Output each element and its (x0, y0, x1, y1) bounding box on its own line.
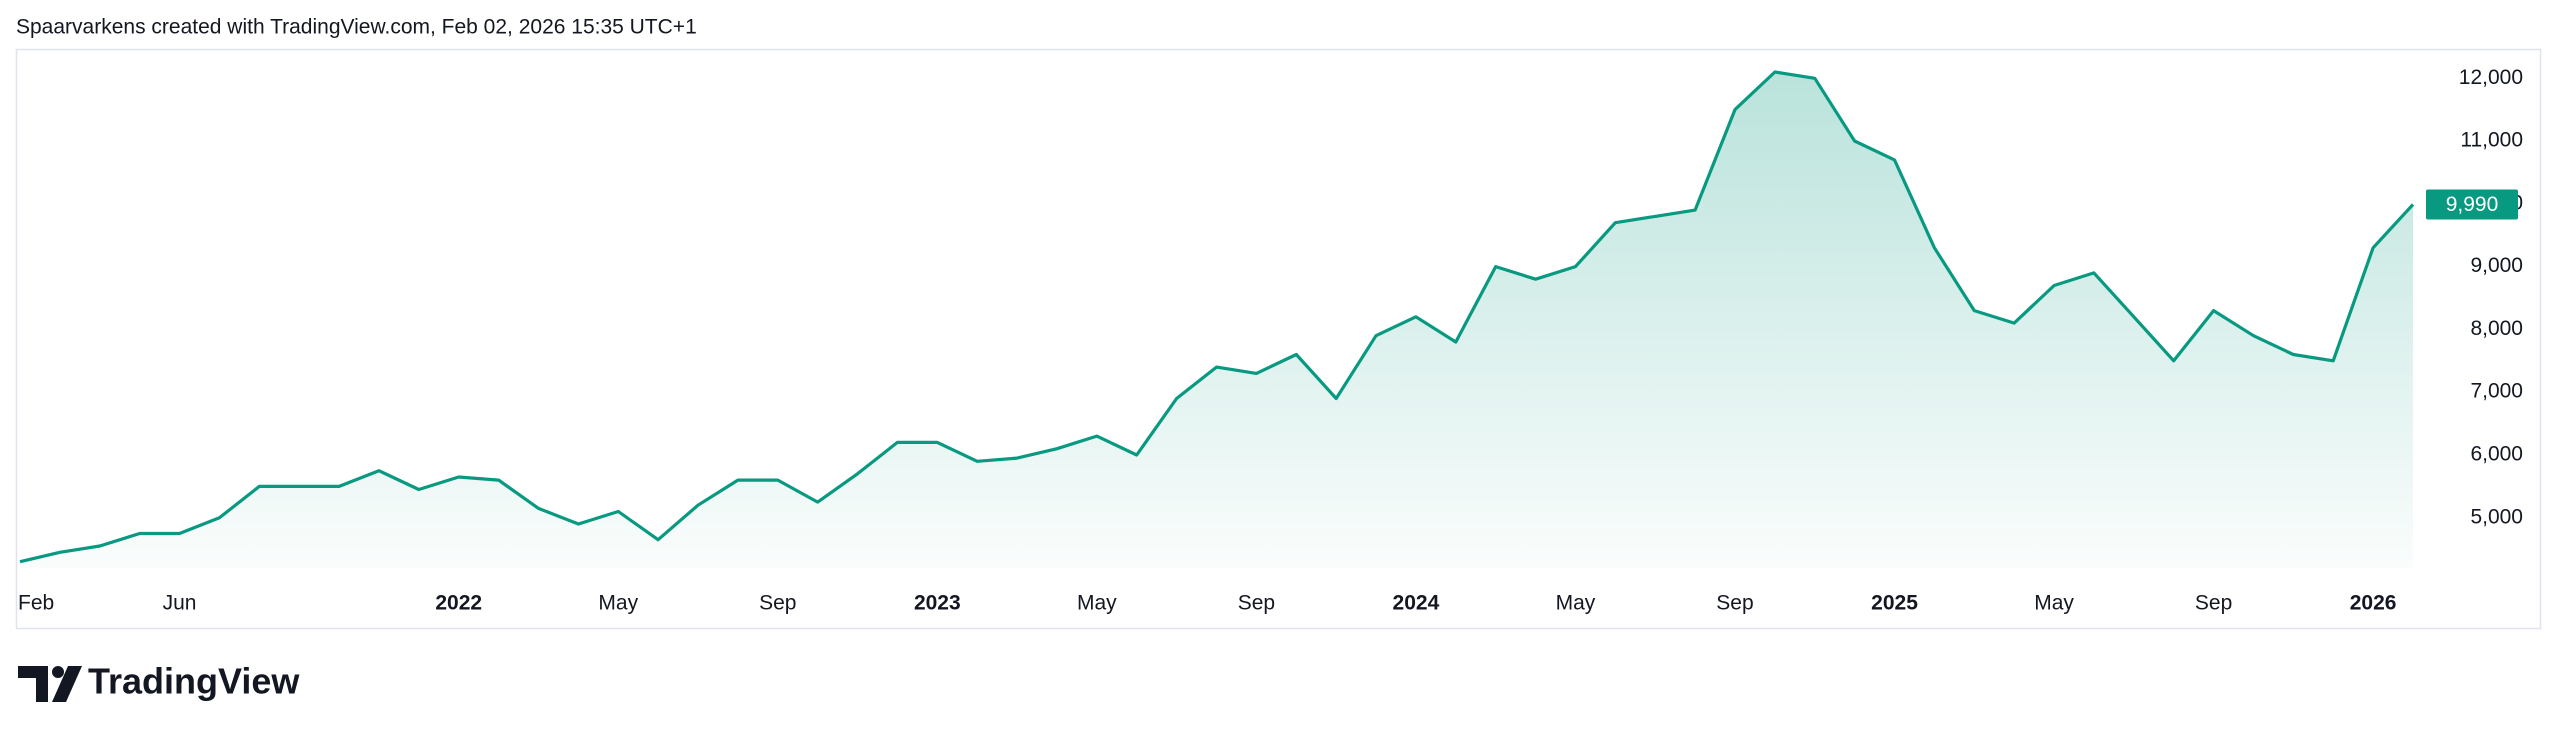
header-title: Spaarvarkens created with TradingView.co… (16, 16, 697, 39)
last-price-badge (2426, 189, 2518, 220)
x-tick-label: Jun (163, 592, 197, 615)
logo-icon (52, 666, 64, 678)
area-fill (20, 72, 2413, 568)
y-tick-label: 11,000 (2460, 129, 2523, 152)
x-tick-label: 2025 (1871, 592, 1918, 615)
y-tick-label: 12,000 (2459, 66, 2523, 89)
logo-icon (18, 666, 48, 702)
x-tick-label: May (1077, 592, 1117, 615)
x-tick-label: Sep (1716, 592, 1753, 615)
y-tick-label: 6,000 (2470, 443, 2523, 466)
x-tick-label: 2022 (435, 592, 482, 615)
logo-icon (52, 666, 82, 702)
x-tick-label: 2024 (1393, 592, 1440, 615)
x-tick-label: 2026 (2350, 592, 2397, 615)
x-tick-label: Sep (759, 592, 796, 615)
x-tick-label: 2023 (914, 592, 961, 615)
y-tick-label: 5,000 (2470, 505, 2523, 528)
y-tick-label: 7,000 (2470, 380, 2523, 403)
price-line (19, 70, 2415, 564)
x-tick-label: May (2034, 592, 2074, 615)
y-tick-label: 9,000 (2470, 254, 2523, 277)
x-tick-label: May (1556, 592, 1596, 615)
last-price-label: 9,990 (2446, 193, 2499, 216)
x-tick-label: Sep (2195, 592, 2232, 615)
plot: 5,0006,0007,0008,0009,00010,00011,00012,… (18, 66, 2523, 615)
x-tick-label: May (598, 592, 638, 615)
logo: TradingView (18, 661, 300, 702)
x-tick-label: Sep (1238, 592, 1275, 615)
logo-text: TradingView (88, 661, 300, 702)
chart-frame (15, 48, 2542, 630)
y-tick-label: 8,000 (2470, 317, 2523, 340)
x-tick-label: Feb (18, 592, 54, 615)
